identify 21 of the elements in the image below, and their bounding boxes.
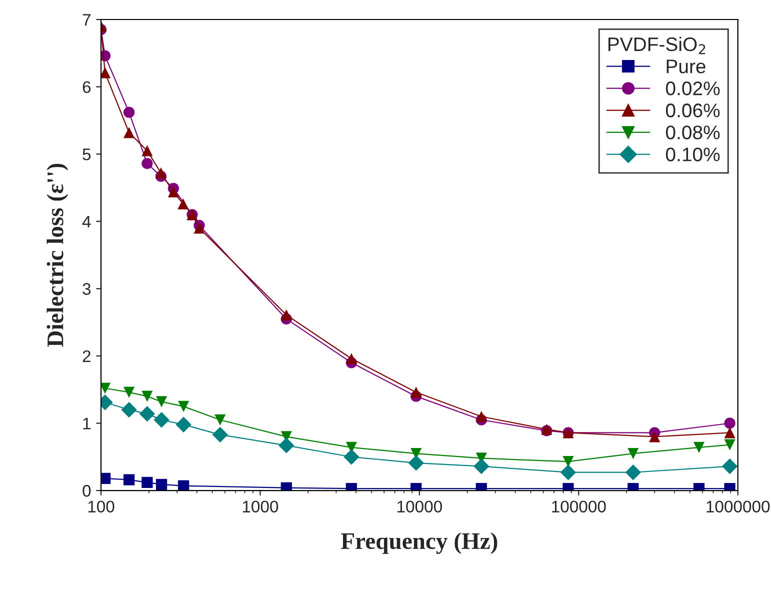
legend-label: 0.06% — [666, 104, 720, 118]
y-tick-label: 0 — [82, 484, 91, 497]
y-tick-label: 1 — [83, 418, 90, 430]
x-tick-label: 1000 — [242, 500, 278, 512]
legend-label: 0.10% — [666, 148, 720, 162]
x-axis-title: Frequency (Hz) — [341, 532, 498, 554]
y-tick-label: 5 — [82, 148, 91, 160]
x-tick-label: 10000 — [398, 500, 442, 512]
y-tick-label: 3 — [82, 283, 91, 295]
x-tick-label: 100 — [88, 500, 114, 512]
legend-label: Pure — [666, 60, 706, 74]
legend-label: 0.08% — [666, 126, 720, 140]
y-axis-title: Dielectric loss (ε'') — [46, 164, 68, 347]
y-tick-label: 4 — [82, 216, 91, 228]
y-tick-label: 7 — [82, 14, 90, 26]
legend-label: 0.02% — [666, 82, 720, 96]
y-tick-label: 6 — [82, 81, 91, 93]
x-tick-label: 1000000 — [706, 500, 770, 512]
y-tick-label: 2 — [82, 350, 90, 362]
legend-title: PVDF-SiO$_{2}$ — [608, 36, 706, 54]
x-tick-label: 100000 — [552, 500, 606, 512]
